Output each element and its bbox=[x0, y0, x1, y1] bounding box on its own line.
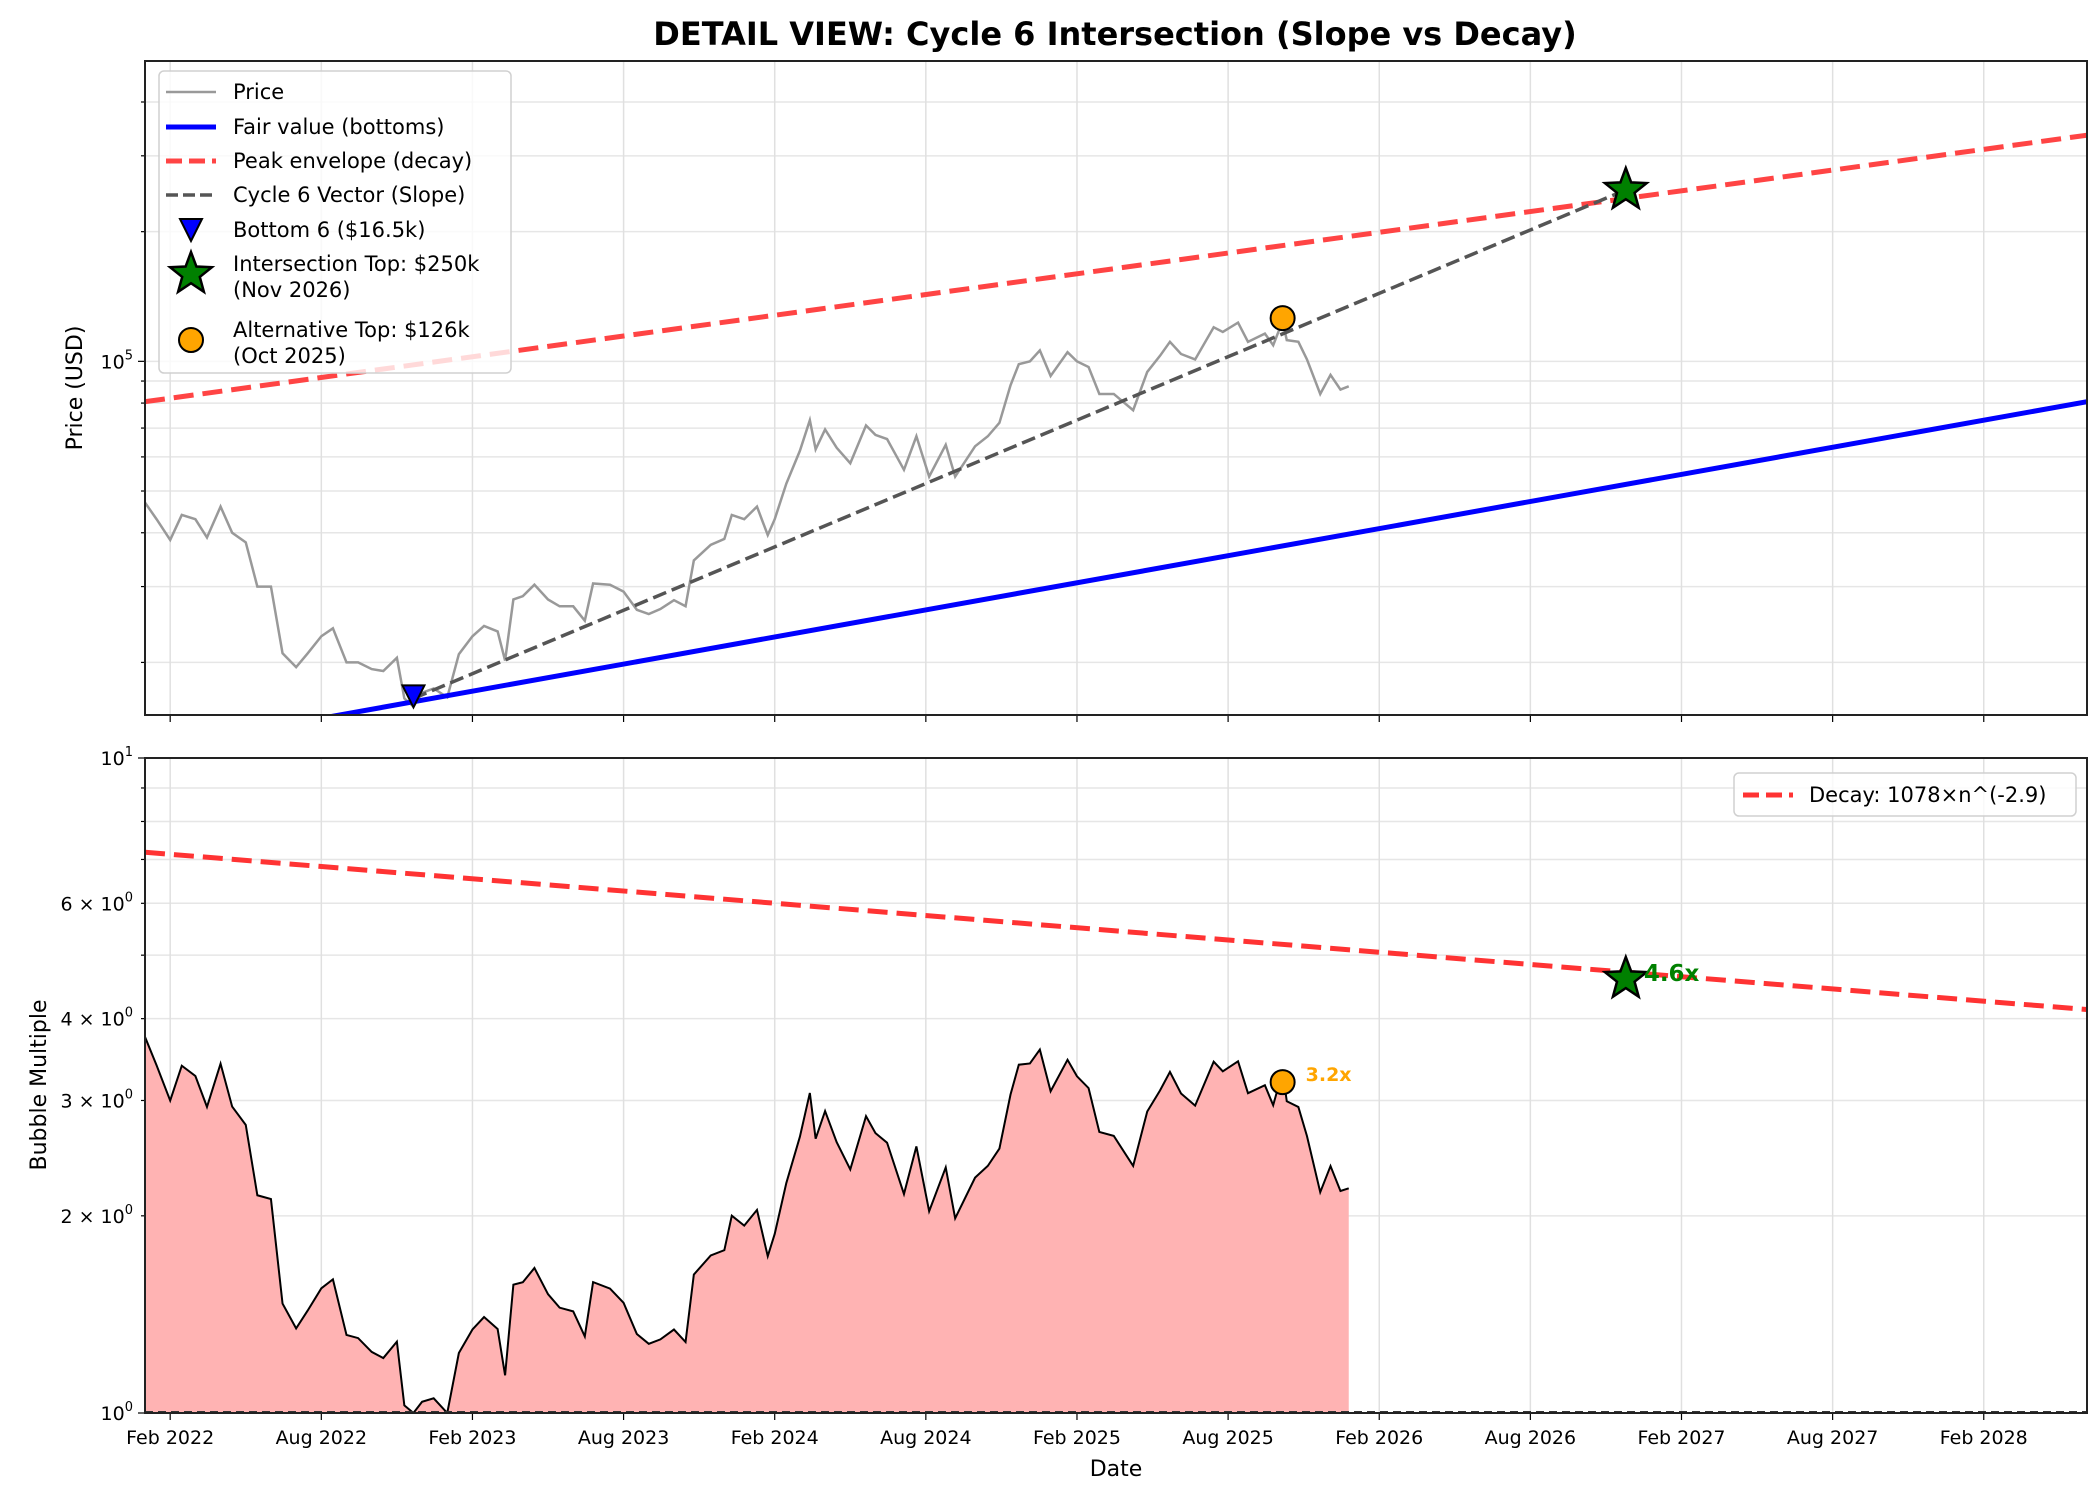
legend-label: Alternative Top: $126k bbox=[233, 318, 471, 342]
legend-star-icon bbox=[166, 248, 216, 295]
y-tick-label: 101 bbox=[101, 745, 133, 770]
legend-label-line2: (Nov 2026) bbox=[233, 278, 351, 302]
decay-line bbox=[145, 849, 2087, 1013]
y-tick-exponent: 0 bbox=[125, 1400, 133, 1415]
y-tick-exponent: 0 bbox=[125, 1087, 133, 1102]
y-tick-base: 4 × 10 bbox=[60, 1009, 124, 1031]
alternative-multiple-marker bbox=[1269, 1069, 1296, 1096]
intersection-multiple-label: 4.6x bbox=[1644, 961, 1700, 987]
alternative-multiple-label: 3.2x bbox=[1306, 1064, 1352, 1086]
y-tick-label: 6 × 100 bbox=[60, 890, 133, 915]
x-axis-label: Date bbox=[1090, 1457, 1143, 1482]
x-tick-label: Feb 2028 bbox=[1940, 1427, 2028, 1449]
cycle-vector-line bbox=[412, 188, 1627, 701]
bubble-area-fill bbox=[145, 1036, 1349, 1413]
y-tick-exponent: 0 bbox=[125, 1006, 133, 1021]
x-tick-label: Aug 2026 bbox=[1485, 1427, 1577, 1449]
y-tick-base: 10 bbox=[101, 351, 125, 373]
y-tick-base: 3 × 10 bbox=[60, 1090, 124, 1112]
x-tick-label: Aug 2022 bbox=[276, 1427, 368, 1449]
price-line bbox=[145, 316, 1350, 709]
top-y-axis-label: Price (USD) bbox=[63, 326, 88, 451]
x-tick-label: Feb 2025 bbox=[1033, 1427, 1121, 1449]
legend-bottom-icon bbox=[178, 218, 204, 244]
intersection-top-marker bbox=[1601, 164, 1651, 211]
legend-box bbox=[1733, 772, 2077, 817]
y-tick-exponent: 0 bbox=[125, 1203, 133, 1218]
x-tick-label: Aug 2025 bbox=[1182, 1427, 1274, 1449]
decay-legend: Decay: 1078×n^(-2.9) bbox=[1733, 772, 2077, 817]
x-tick-label: Feb 2024 bbox=[731, 1427, 819, 1449]
legend-label-line2: (Oct 2025) bbox=[233, 344, 346, 368]
y-tick-exponent: 0 bbox=[125, 890, 133, 905]
x-tick-label: Feb 2027 bbox=[1637, 1427, 1725, 1449]
y-tick-exponent: 5 bbox=[125, 348, 133, 363]
legend-label: Price bbox=[233, 80, 284, 104]
legend-box bbox=[158, 70, 512, 374]
bottom-6-marker bbox=[400, 684, 427, 710]
fair-value-line bbox=[325, 399, 2087, 715]
price-panel: 105 Price Fair value (bottoms) Peak envelop… bbox=[101, 60, 2088, 722]
y-tick-label: 100 bbox=[101, 1400, 133, 1425]
y-tick-base: 2 × 10 bbox=[60, 1206, 124, 1228]
alternative-top-marker bbox=[1269, 305, 1296, 332]
axes-frame bbox=[144, 757, 2088, 1414]
legend-label: Peak envelope (decay) bbox=[233, 149, 472, 173]
legend-label: Intersection Top: $250k bbox=[233, 252, 480, 276]
y-tick-base: 10 bbox=[101, 748, 125, 770]
bubble-multiple-line bbox=[145, 1036, 1350, 1413]
x-tick-label: Feb 2022 bbox=[126, 1427, 214, 1449]
y-tick-label: 2 × 100 bbox=[60, 1203, 133, 1228]
legend-label: Bottom 6 ($16.5k) bbox=[233, 218, 425, 242]
y-tick-base: 6 × 10 bbox=[60, 893, 124, 915]
axes-frame bbox=[144, 60, 2088, 716]
x-tick-label: Feb 2023 bbox=[428, 1427, 516, 1449]
price-legend: Price Fair value (bottoms) Peak envelope (… bbox=[158, 70, 512, 374]
intersection-multiple-marker bbox=[1601, 953, 1651, 1000]
y-tick-label: 4 × 100 bbox=[60, 1006, 133, 1031]
x-tick-label: Aug 2024 bbox=[880, 1427, 972, 1449]
y-tick-label: 3 × 100 bbox=[60, 1087, 133, 1112]
legend-circle-icon bbox=[178, 327, 204, 353]
legend-label: Fair value (bottoms) bbox=[233, 115, 444, 139]
x-tick-label: Feb 2026 bbox=[1335, 1427, 1423, 1449]
y-tick-base: 10 bbox=[101, 1403, 125, 1425]
y-tick-exponent: 1 bbox=[125, 745, 133, 760]
bottom-y-axis-label: Bubble Multiple bbox=[27, 1000, 52, 1171]
legend-label: Decay: 1078×n^(-2.9) bbox=[1809, 783, 2046, 807]
x-tick-label: Aug 2023 bbox=[578, 1427, 670, 1449]
legend-label: Cycle 6 Vector (Slope) bbox=[233, 183, 465, 207]
y-tick-label: 105 bbox=[101, 348, 133, 373]
x-tick-label: Aug 2027 bbox=[1787, 1427, 1879, 1449]
chart-title: DETAIL VIEW: Cycle 6 Intersection (Slope… bbox=[653, 15, 1576, 53]
